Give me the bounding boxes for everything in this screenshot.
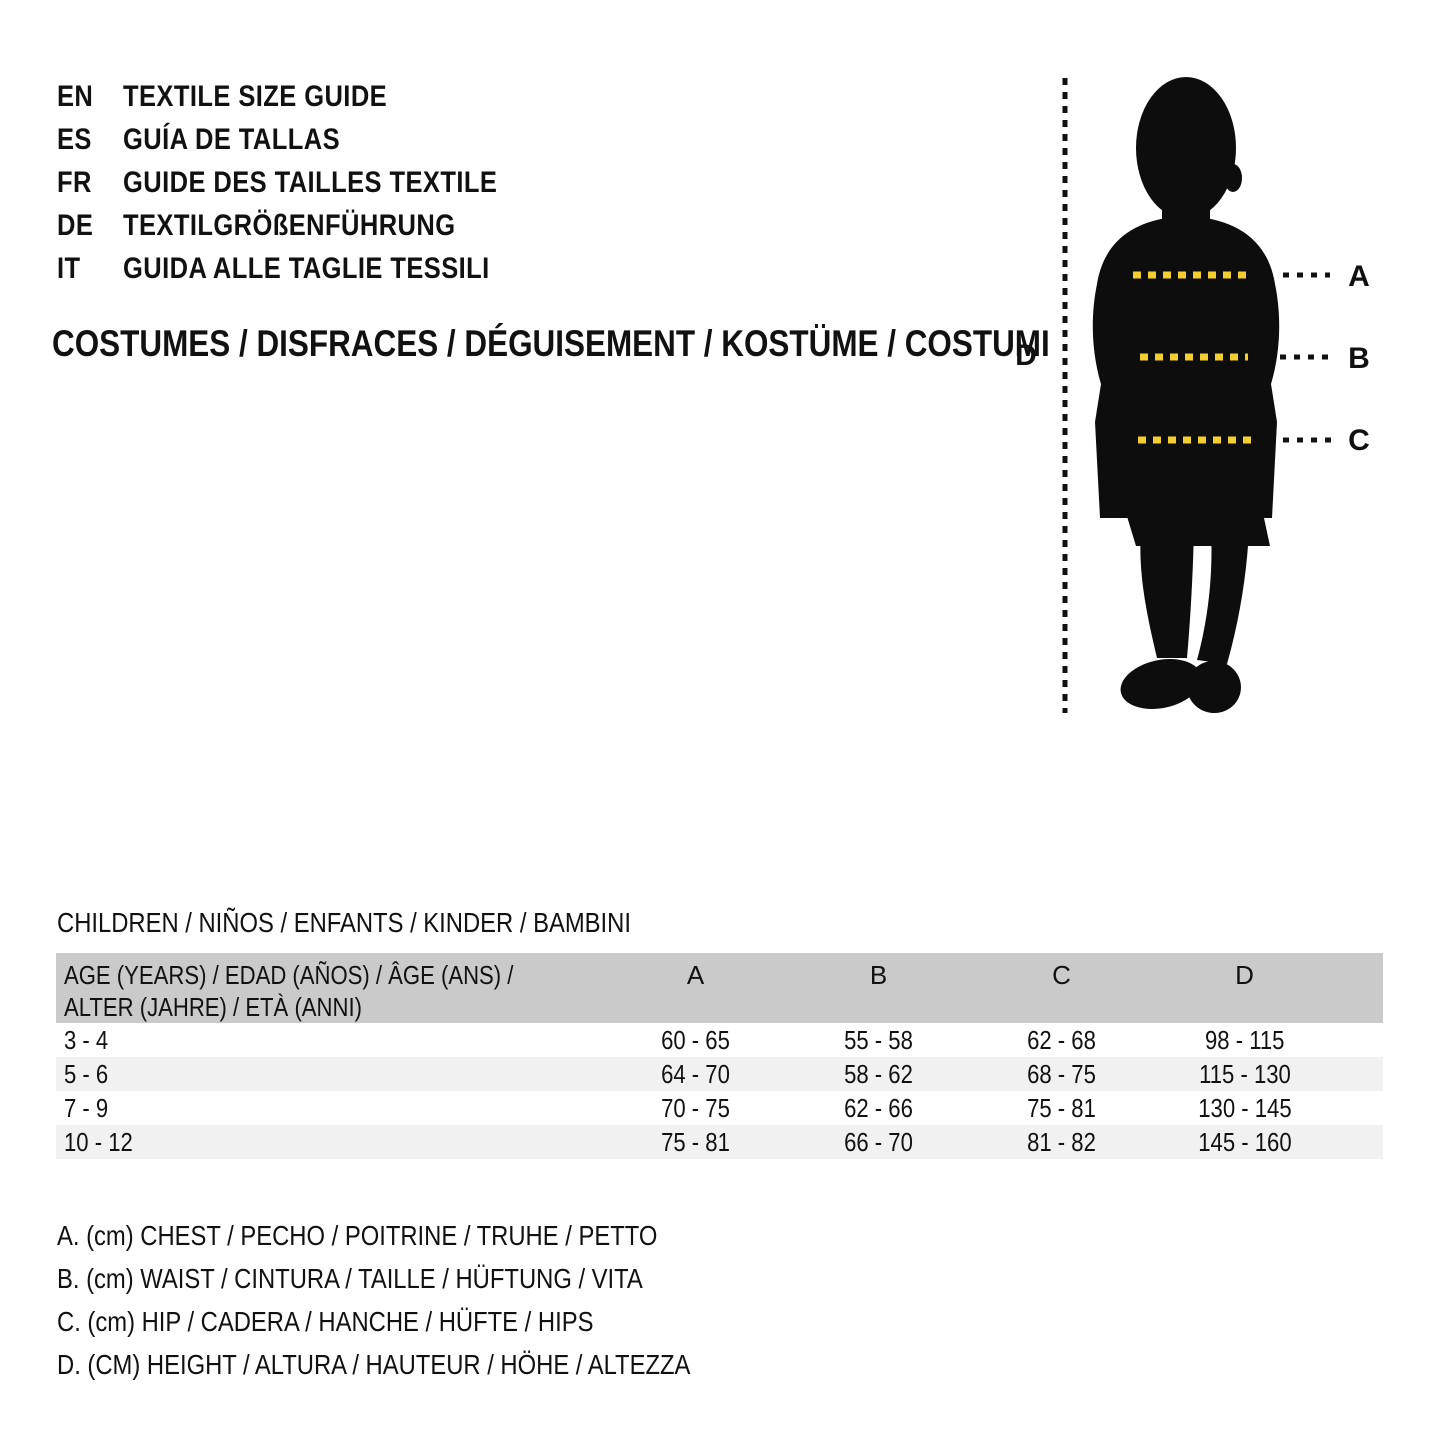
legend-line-height: D. (CM) HEIGHT / ALTURA / HAUTEUR / HÖHE… <box>57 1348 691 1380</box>
language-row-fr: FR GUIDE DES TAILLES TEXTILE <box>57 161 563 204</box>
language-row-en: EN TEXTILE SIZE GUIDE <box>57 75 563 118</box>
legend-line-hip: C. (cm) HIP / CADERA / HANCHE / HÜFTE / … <box>57 1305 594 1337</box>
hip-cell: 81 - 82 <box>1027 1126 1096 1157</box>
age-cell: 7 - 9 <box>64 1092 109 1123</box>
table-row: 3 - 4 60 - 65 55 - 58 62 - 68 98 - 115 <box>56 1023 1383 1057</box>
height-cell: 145 - 160 <box>1197 1126 1292 1157</box>
waist-cell: 62 - 66 <box>844 1092 913 1123</box>
age-header-line1: AGE (YEARS) / EDAD (AÑOS) / ÂGE (ANS) / <box>64 960 514 990</box>
legend-line-chest: A. (cm) CHEST / PECHO / POITRINE / TRUHE… <box>57 1219 658 1251</box>
child-silhouette <box>1092 77 1280 714</box>
table-row: 10 - 12 75 - 81 66 - 70 81 - 82 145 - 16… <box>56 1125 1383 1159</box>
language-code: ES <box>57 122 92 156</box>
column-header-d: D <box>1235 960 1254 990</box>
age-header-line2: ALTER (JAHRE) / ETÀ (ANNI) <box>64 992 362 1022</box>
chest-cell: 60 - 65 <box>661 1024 730 1055</box>
chest-cell: 70 - 75 <box>661 1092 730 1123</box>
column-header-b: B <box>869 960 888 990</box>
hip-cell: 75 - 81 <box>1027 1092 1096 1123</box>
language-row-de: DE TEXTILGRÖßENFÜHRUNG <box>57 204 563 247</box>
category-title: COSTUMES / DISFRACES / DÉGUISEMENT / KOS… <box>52 323 1050 364</box>
guide-title-de: TEXTILGRÖßENFÜHRUNG <box>123 208 456 242</box>
height-cell: 98 - 115 <box>1204 1024 1285 1055</box>
hip-cell: 68 - 75 <box>1027 1058 1096 1089</box>
diagram-label-b: B <box>1348 342 1370 375</box>
height-cell: 115 - 130 <box>1198 1058 1291 1089</box>
size-table: AGE (YEARS) / EDAD (AÑOS) / ÂGE (ANS) / … <box>56 953 1383 1159</box>
diagram-label-a: A <box>1348 260 1370 293</box>
table-row: 7 - 9 70 - 75 62 - 66 75 - 81 130 - 145 <box>56 1091 1383 1125</box>
language-code: FR <box>57 165 92 199</box>
guide-title-it: GUIDA ALLE TAGLIE TESSILI <box>123 251 490 285</box>
age-cell: 5 - 6 <box>64 1058 109 1089</box>
waist-cell: 66 - 70 <box>844 1126 913 1157</box>
table-row: 5 - 6 64 - 70 58 - 62 68 - 75 115 - 130 <box>56 1057 1383 1091</box>
chest-cell: 75 - 81 <box>661 1126 730 1157</box>
height-cell: 130 - 145 <box>1197 1092 1292 1123</box>
age-cell: 10 - 12 <box>64 1126 133 1157</box>
waist-cell: 55 - 58 <box>844 1024 913 1055</box>
child-silhouette-figure-svg <box>1062 77 1333 714</box>
language-title-list: EN TEXTILE SIZE GUIDE ES GUÍA DE TALLAS … <box>57 75 563 290</box>
size-table-header: AGE (YEARS) / EDAD (AÑOS) / ÂGE (ANS) / … <box>56 953 1383 1023</box>
guide-title-fr: GUIDE DES TAILLES TEXTILE <box>123 165 498 199</box>
diagram-label-d: D <box>1015 339 1037 372</box>
measurement-diagram <box>990 60 1445 720</box>
measurement-legend: A. (cm) CHEST / PECHO / POITRINE / TRUHE… <box>57 1214 802 1386</box>
hip-cell: 62 - 68 <box>1027 1024 1096 1055</box>
language-code: DE <box>57 208 94 242</box>
diagram-label-c: C <box>1348 424 1370 457</box>
language-row-es: ES GUÍA DE TALLAS <box>57 118 563 161</box>
language-code: EN <box>57 79 94 113</box>
language-code: IT <box>57 251 81 285</box>
age-cell: 3 - 4 <box>64 1024 109 1055</box>
section-title-children: CHILDREN / NIÑOS / ENFANTS / KINDER / BA… <box>57 907 631 938</box>
column-header-a: A <box>686 960 705 990</box>
guide-title-en: TEXTILE SIZE GUIDE <box>123 79 388 113</box>
guide-title-es: GUÍA DE TALLAS <box>123 122 341 156</box>
chest-cell: 64 - 70 <box>661 1058 730 1089</box>
language-row-it: IT GUIDA ALLE TAGLIE TESSILI <box>57 247 563 290</box>
column-header-c: C <box>1052 960 1071 990</box>
legend-line-waist: B. (cm) WAIST / CINTURA / TAILLE / HÜFTU… <box>57 1262 643 1294</box>
waist-cell: 58 - 62 <box>844 1058 913 1089</box>
